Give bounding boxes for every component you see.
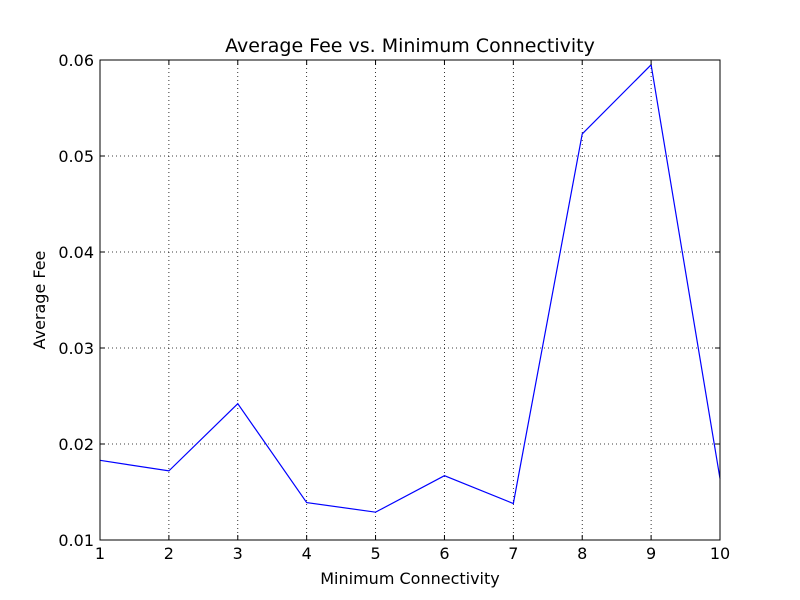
grid-lines <box>99 59 721 541</box>
x-tick-label: 2 <box>164 544 174 563</box>
x-tick-label: 5 <box>370 544 380 563</box>
y-tick-label: 0.02 <box>58 435 94 454</box>
x-tick-label: 9 <box>646 544 656 563</box>
y-tick-label: 0.01 <box>58 531 94 550</box>
y-tick-label: 0.05 <box>58 147 94 166</box>
axis-ticks: 1 2 3 4 5 6 7 8 9 10 0.01 0.02 0.03 0.04 0.05 0.06 <box>58 51 730 563</box>
series-layer <box>99 63 721 513</box>
x-axis-label: Minimum Connectivity <box>320 569 500 588</box>
x-tick-label: 3 <box>233 544 243 563</box>
y-tick-label: 0.03 <box>58 339 94 358</box>
y-tick-label: 0.04 <box>58 243 94 262</box>
plot-area-frame <box>99 59 721 541</box>
y-axis-label: Average Fee <box>30 251 49 350</box>
x-tick-label: 7 <box>508 544 518 563</box>
x-tick-label: 1 <box>95 544 105 563</box>
y-tick-label: 0.06 <box>58 51 94 70</box>
series-line <box>99 63 721 513</box>
x-tick-label: 8 <box>577 544 587 563</box>
chart-title: Average Fee vs. Minimum Connectivity <box>225 35 595 57</box>
x-tick-label: 4 <box>302 544 312 563</box>
x-tick-label: 6 <box>439 544 449 563</box>
x-tick-label: 10 <box>710 544 730 563</box>
